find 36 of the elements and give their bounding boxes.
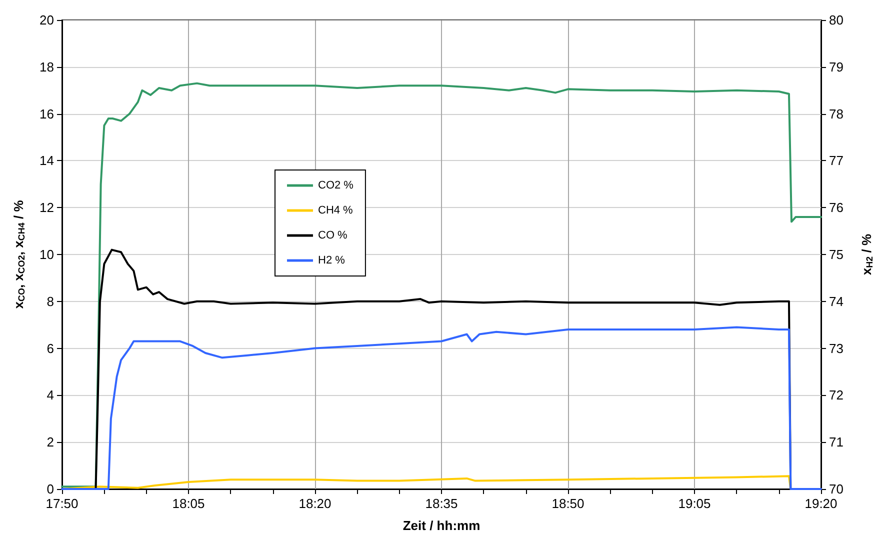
legend-label: CO2 % <box>318 180 354 192</box>
y-tick-label: 2 <box>46 434 54 450</box>
x-axis-title: Zeit / hh:mm <box>402 518 480 533</box>
y2-tick-label: 70 <box>829 482 844 496</box>
y2-tick-label: 73 <box>829 340 844 356</box>
y-tick-label: 20 <box>40 12 54 28</box>
y-tick-label: 10 <box>40 247 54 262</box>
y-tick-label: 16 <box>40 106 54 122</box>
x-tick-label: 18:20 <box>298 496 332 511</box>
x-tick-label: 19:20 <box>804 496 838 511</box>
y-tick-label: 12 <box>40 200 54 216</box>
y2-tick-label: 77 <box>829 153 844 168</box>
y2-tick-label: 71 <box>829 434 844 450</box>
y2-tick-label: 75 <box>829 247 844 262</box>
legend-label: H2 % <box>318 254 346 266</box>
legend-label: CH4 % <box>318 204 354 216</box>
y2-tick-label: 80 <box>829 12 844 28</box>
x-tick-label: 18:50 <box>552 496 584 511</box>
y2-tick-label: 74 <box>829 294 844 309</box>
y-tick-label: 8 <box>46 294 54 309</box>
y-tick-label: 0 <box>46 482 54 496</box>
y2-tick-label: 76 <box>829 200 844 216</box>
y2-axis-title: xH2 / % <box>859 234 874 276</box>
y-tick-label: 4 <box>46 388 54 403</box>
x-tick-label: 18:35 <box>425 496 458 511</box>
legend-label: CO % <box>318 230 348 242</box>
x-tick-label: 18:05 <box>172 496 205 511</box>
y2-tick-label: 79 <box>829 59 844 74</box>
y2-tick-label: 72 <box>829 388 844 403</box>
y-tick-label: 14 <box>40 153 54 168</box>
x-tick-label: 17:50 <box>46 496 78 511</box>
y-tick-label: 6 <box>46 340 54 356</box>
y-tick-label: 18 <box>40 59 54 74</box>
y-axis-title: xCO, xCO2, xCH4 / % <box>11 200 26 309</box>
x-tick-label: 19:05 <box>678 496 711 511</box>
y2-tick-label: 78 <box>829 106 844 122</box>
